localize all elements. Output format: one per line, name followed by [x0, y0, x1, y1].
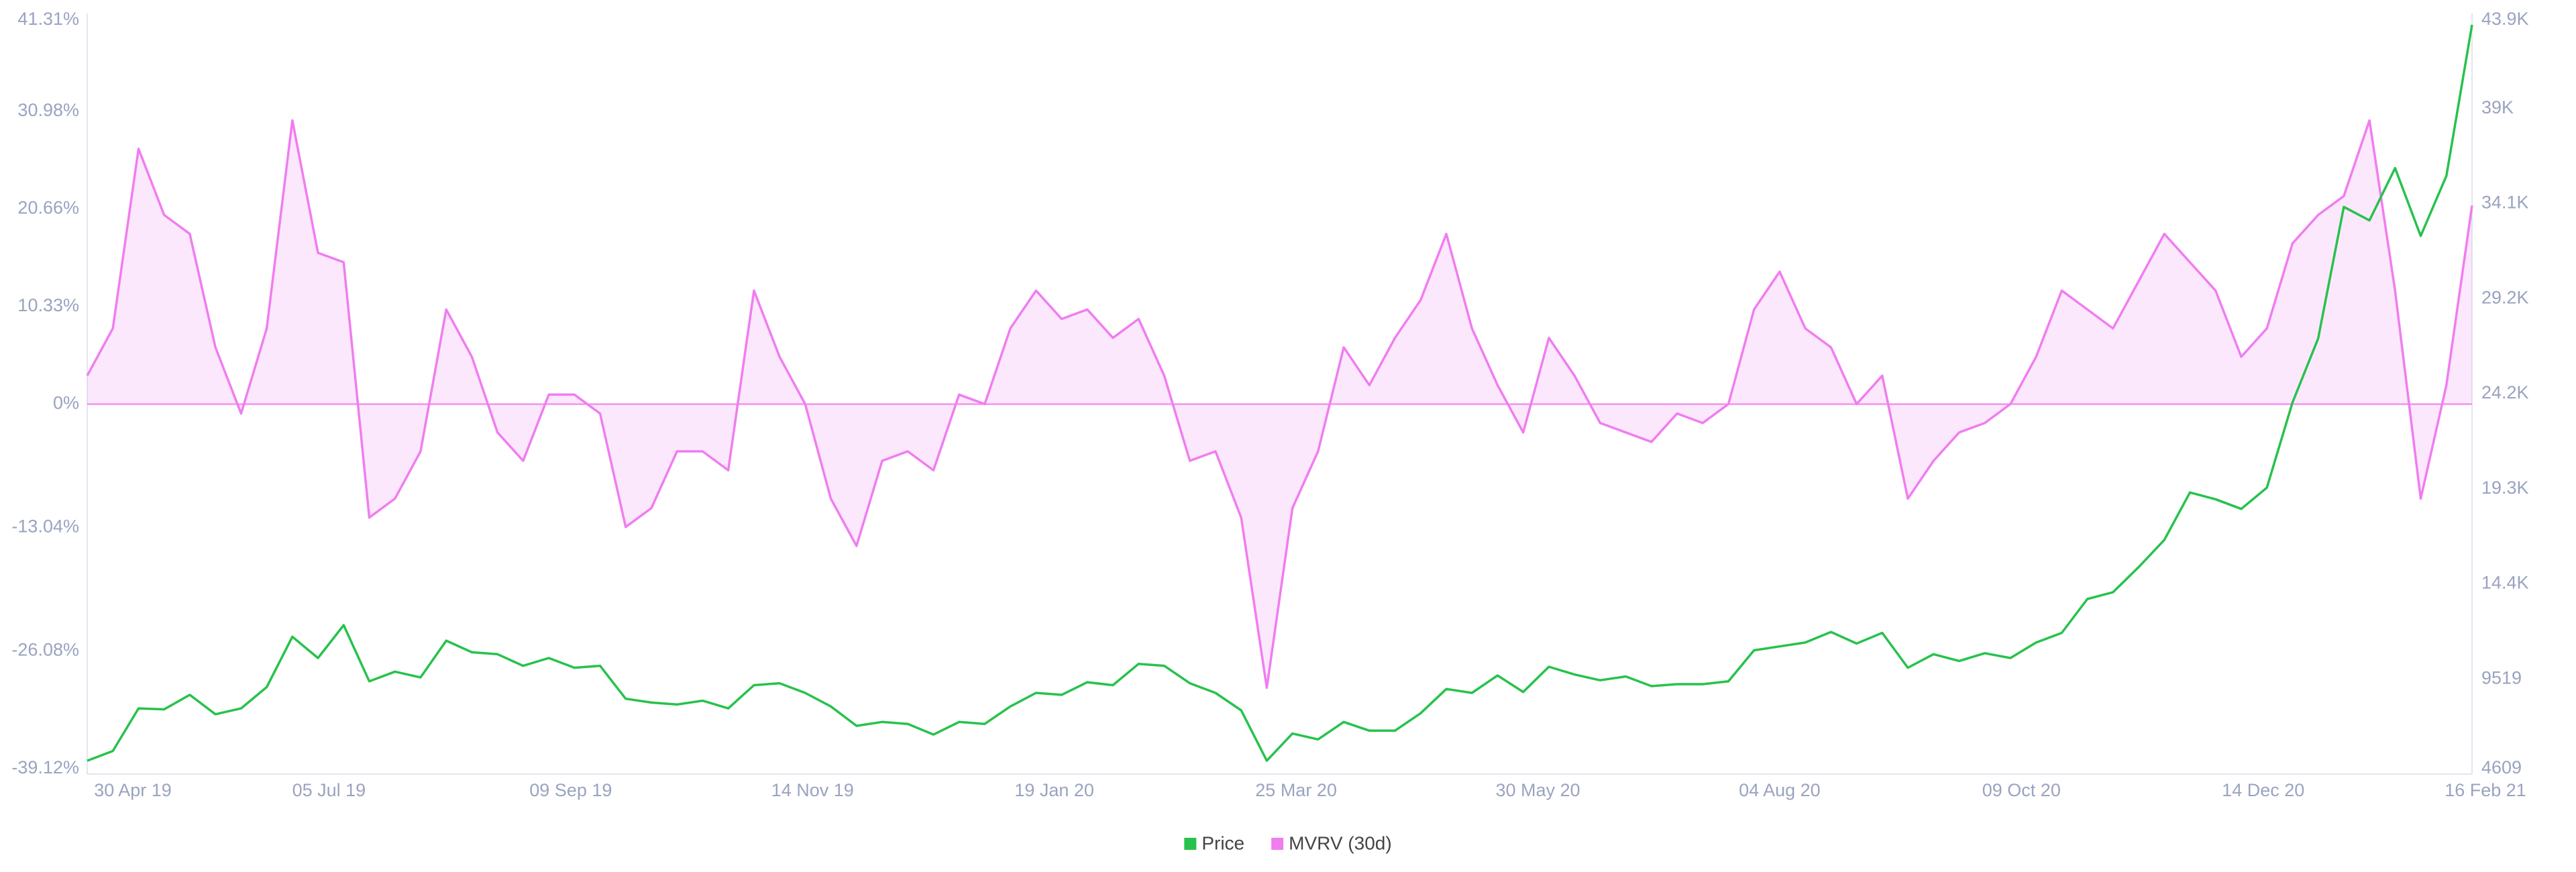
y-tick-label: 10.33% [17, 295, 79, 315]
x-tick-label: 04 Aug 20 [1739, 780, 1821, 800]
line [86, 119, 2473, 690]
x-tick-label: 19 Jan 20 [1014, 780, 1094, 800]
x-tick-label: 09 Sep 19 [529, 780, 612, 800]
legend-swatch [1184, 838, 1197, 850]
y2-tick-label: 14.4K [2481, 573, 2529, 593]
y-tick-label: -26.08% [11, 639, 79, 659]
x-tick-label: 16 Feb 21 [2445, 780, 2526, 800]
x-tick-label: 25 Mar 20 [1255, 780, 1337, 800]
y2-tick-label: 43.9K [2481, 9, 2529, 29]
y2-tick-label: 19.3K [2481, 478, 2529, 498]
legend-label: MVRV (30d) [1289, 832, 1392, 853]
y-tick-label: 30.98% [17, 100, 79, 120]
y2-tick-label: 39K [2481, 97, 2514, 117]
line [87, 24, 2473, 762]
legend: Price MVRV (30d) [1184, 832, 1392, 853]
x-tick-label: 14 Nov 19 [771, 780, 854, 800]
x-tick-label: 05 Jul 19 [292, 780, 366, 800]
y-tick-label: -13.04% [11, 516, 79, 536]
y2-tick-label: 24.2K [2481, 382, 2529, 402]
x-tick-label: 09 Oct 20 [1982, 780, 2061, 800]
x-tick-label: 30 Apr 19 [94, 780, 172, 800]
legend-item[interactable]: Price [1184, 832, 1244, 853]
x-tick-label: 14 Dec 20 [2222, 780, 2304, 800]
y2-tick-label: 34.1K [2481, 193, 2529, 213]
y2-tick-label: 4609 [2481, 757, 2522, 777]
y2-tick-label: 29.2K [2481, 287, 2529, 307]
y-tick-label: 0% [53, 393, 79, 413]
x-tick-label: 30 May 20 [1495, 780, 1580, 800]
y2-tick-label: 9519 [2481, 667, 2522, 688]
y-tick-label: 20.66% [17, 197, 79, 217]
legend-swatch [1271, 838, 1284, 850]
y-tick-label: 41.31% [17, 9, 79, 29]
y-tick-label: -39.12% [11, 757, 79, 777]
legend-item[interactable]: MVRV (30d) [1271, 832, 1392, 853]
legend-label: Price [1201, 832, 1244, 853]
